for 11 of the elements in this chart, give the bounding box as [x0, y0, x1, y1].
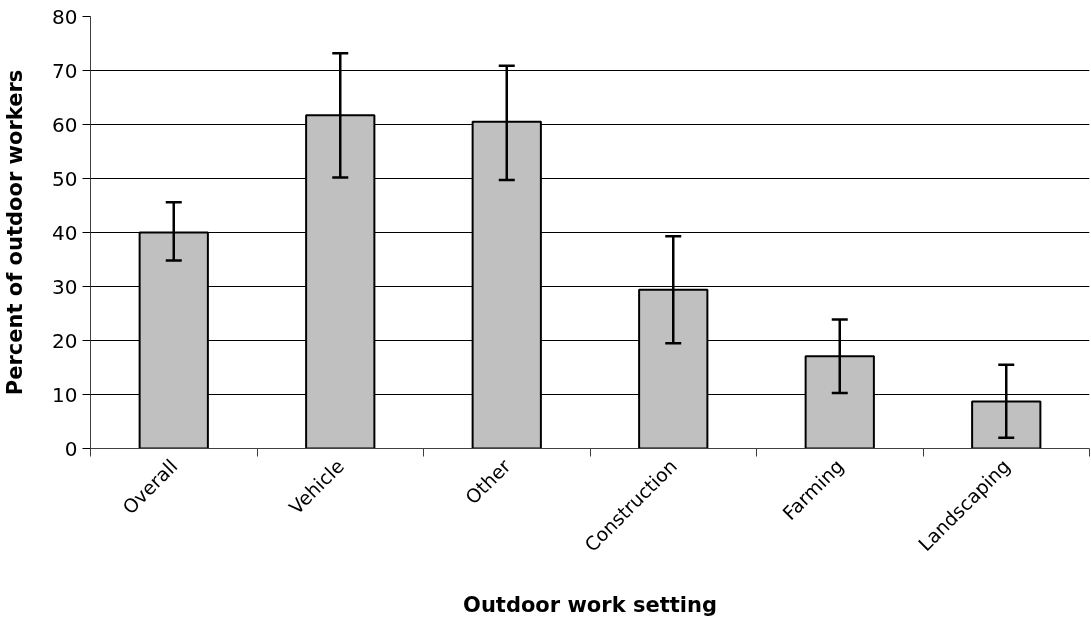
- y-tick-label: 20: [52, 328, 78, 353]
- y-tick-label: 60: [52, 112, 78, 137]
- y-tick-label: 0: [64, 436, 78, 461]
- y-axis-title: Percent of outdoor workers: [3, 69, 28, 396]
- y-tick-label: 70: [52, 58, 78, 83]
- y-tick-label: 50: [52, 166, 78, 191]
- y-tick-label: 10: [52, 382, 78, 407]
- y-tick-label: 30: [52, 274, 78, 299]
- x-axis-title: Outdoor work setting: [463, 592, 717, 617]
- y-tick-label: 80: [52, 4, 78, 29]
- y-tick-label: 40: [52, 220, 78, 245]
